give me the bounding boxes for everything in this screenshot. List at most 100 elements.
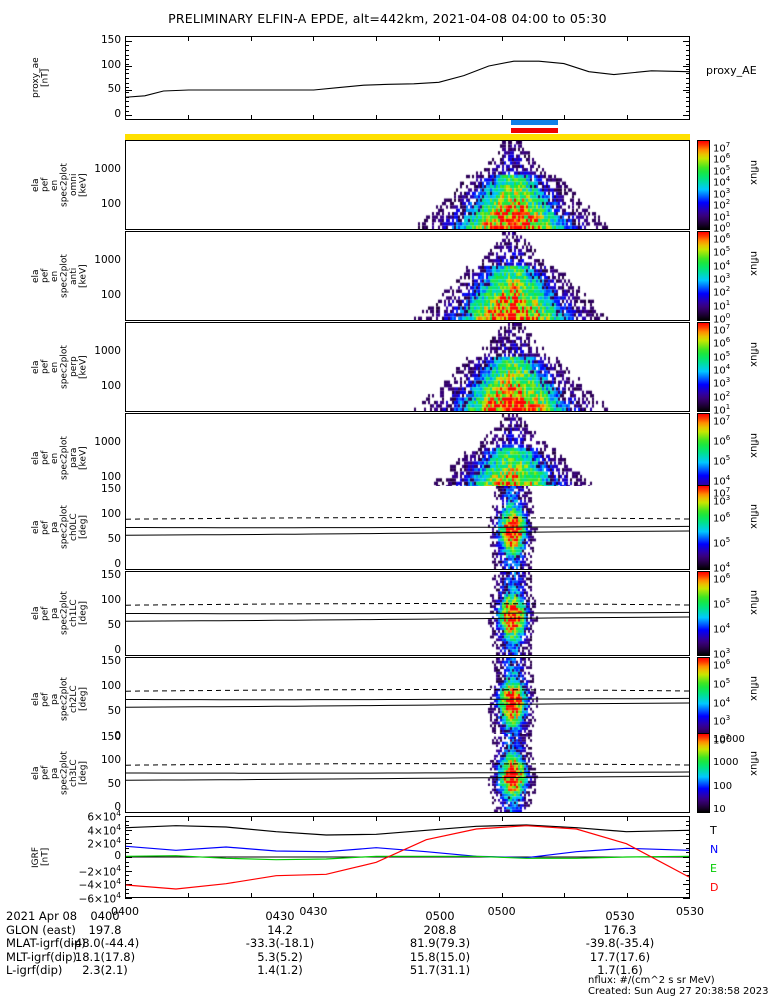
ytick-pa_ch3lc-3: 0: [114, 801, 121, 814]
science-zone-bar-yellow: [125, 134, 690, 140]
yminortick: [686, 875, 690, 877]
ylabel-en_omni: ela pef en spec2plot omni [keV]: [31, 163, 89, 207]
yminortick: [125, 64, 129, 65]
xtickmark: [313, 816, 315, 821]
colorbar-title-pa_ch1lc: nflux: [748, 589, 759, 615]
colorbar-title-en_anti: nflux: [748, 250, 759, 276]
yminortick: [686, 884, 690, 886]
yminortick: [686, 852, 690, 854]
spectrogram-pa_ch0lc: [126, 486, 689, 569]
colorbar-label-en_anti-5: 101: [713, 298, 731, 312]
colorbar-label-pa_ch3lc-3: 10: [713, 804, 726, 815]
yminortick: [125, 92, 129, 93]
colorbar-label-en_omni-3: 104: [713, 175, 731, 189]
yminortick: [686, 820, 690, 822]
ytick-en_para-1: 100: [100, 470, 121, 483]
colorbar-title-en_perp: nflux: [748, 341, 759, 367]
colorbar-en_perp: [697, 322, 710, 412]
table-cell-2-0: -48.0(-44.4): [70, 936, 140, 950]
ytick-pa_ch2lc-0: 150: [100, 655, 121, 668]
table-cell-1-1: 14.2: [267, 922, 293, 937]
table-cell-3-2: 15.8(15.0): [409, 949, 471, 964]
ytick-pa_ch0lc-1: 100: [100, 508, 121, 521]
ytick-en_para-0: 1000: [94, 435, 121, 448]
colorbar-label-en_para-2: 105: [713, 454, 731, 468]
ytickmark: [125, 898, 132, 899]
xtickmark: [250, 893, 252, 898]
yminortick: [686, 40, 690, 42]
yminortick: [125, 866, 129, 868]
ytickmark: [683, 898, 690, 899]
yminortick: [125, 110, 129, 112]
ytick-igrf-0: 6×104: [87, 809, 121, 824]
xtickmark: [313, 36, 315, 41]
xtickmark: [627, 115, 629, 120]
table-row-label-0: 2021 Apr 08: [6, 909, 78, 923]
colorbar-label-en_anti-6: 100: [713, 312, 731, 326]
table-row-label-3: MLT-igrf(dip): [6, 949, 77, 964]
yminortick: [686, 879, 690, 881]
colorbar-title-en_para: nflux: [748, 432, 759, 458]
footer-units: nflux: #/(cm^2 s sr MeV): [588, 975, 715, 986]
table-cell-3-0: 18.1(17.8): [74, 949, 136, 964]
yminortick: [686, 110, 690, 112]
yminortick: [125, 78, 129, 79]
colorbar-label-pa_ch1lc-2: 104: [713, 622, 731, 636]
ytick-en_perp-1: 100: [100, 379, 121, 392]
xtickmark: [187, 816, 189, 821]
yminortick: [686, 87, 690, 89]
colorbar-label-en_para-0: 107: [713, 414, 731, 428]
spectrogram-en_omni: [126, 141, 689, 229]
yminortick: [125, 838, 129, 840]
footer-created: Created: Sun Aug 27 20:38:58 2023: [588, 986, 769, 997]
orbit-bar-red: [511, 128, 558, 133]
ytick-pa_ch3lc-1: 100: [100, 754, 121, 767]
yminortick: [686, 888, 690, 890]
yminortick: [125, 40, 129, 42]
colorbar-label-en_omni-6: 101: [713, 209, 731, 223]
colorbar-label-pa_ch3lc-1: 1000: [713, 757, 739, 769]
xtickmark: [376, 893, 378, 898]
spectrogram-en_anti: [126, 232, 689, 320]
colorbar-label-en_omni-0: 107: [713, 141, 731, 155]
xtickmark: [376, 115, 378, 120]
ytick-pa_ch1lc-2: 50: [107, 618, 121, 631]
yminortick: [686, 115, 690, 117]
yminortick: [686, 838, 690, 840]
colorbar-label-pa_ch0lc-2: 105: [713, 536, 731, 550]
yminortick: [686, 870, 690, 872]
yminortick: [125, 893, 129, 895]
yminortick: [125, 847, 129, 849]
table-cell-4-1: 1.4(1.2): [257, 963, 303, 977]
ytick-pa_ch0lc-3: 0: [114, 557, 121, 570]
proxy-ae-trace: [126, 60, 689, 98]
xtickmark: [564, 115, 566, 120]
ytick-igrf-2: 2×104: [87, 836, 121, 851]
xtickmark: [564, 893, 566, 898]
orbit-bar-blue: [511, 120, 558, 125]
colorbar-title-pa_ch3lc: nflux: [748, 750, 759, 776]
colorbar-label-pa_ch2lc-4: 102: [713, 733, 731, 747]
table-cell-2-1: -33.3(-18.1): [245, 936, 315, 950]
colorbar-label-en_omni-4: 103: [713, 186, 731, 201]
table-row-label-2: MLAT-igrf(dip): [6, 936, 86, 950]
table-row-label-4: L-igrf(dip): [6, 963, 63, 977]
yminortick: [125, 870, 129, 872]
colorbar-label-en_para-1: 106: [713, 434, 731, 448]
colorbar-label-en_perp-4: 103: [713, 376, 731, 390]
yminortick: [686, 106, 690, 107]
yminortick: [125, 875, 129, 877]
igrf-legend-D: D: [710, 881, 719, 894]
colorbar-label-en_perp-2: 105: [713, 349, 731, 363]
yminortick: [125, 861, 129, 863]
colorbar-label-pa_ch1lc-0: 106: [713, 572, 731, 586]
yminortick: [125, 825, 129, 827]
colorbar-label-en_anti-4: 102: [713, 285, 731, 299]
yminortick: [125, 59, 129, 61]
xtickmark: [501, 36, 503, 41]
xtickmark: [250, 36, 252, 41]
colorbar-en_omni: [697, 140, 710, 230]
table-cell-1-2: 208.8: [423, 922, 457, 937]
ytick-igrf-1: 4×104: [87, 822, 121, 838]
xtick-label-2: 0500: [487, 905, 516, 918]
